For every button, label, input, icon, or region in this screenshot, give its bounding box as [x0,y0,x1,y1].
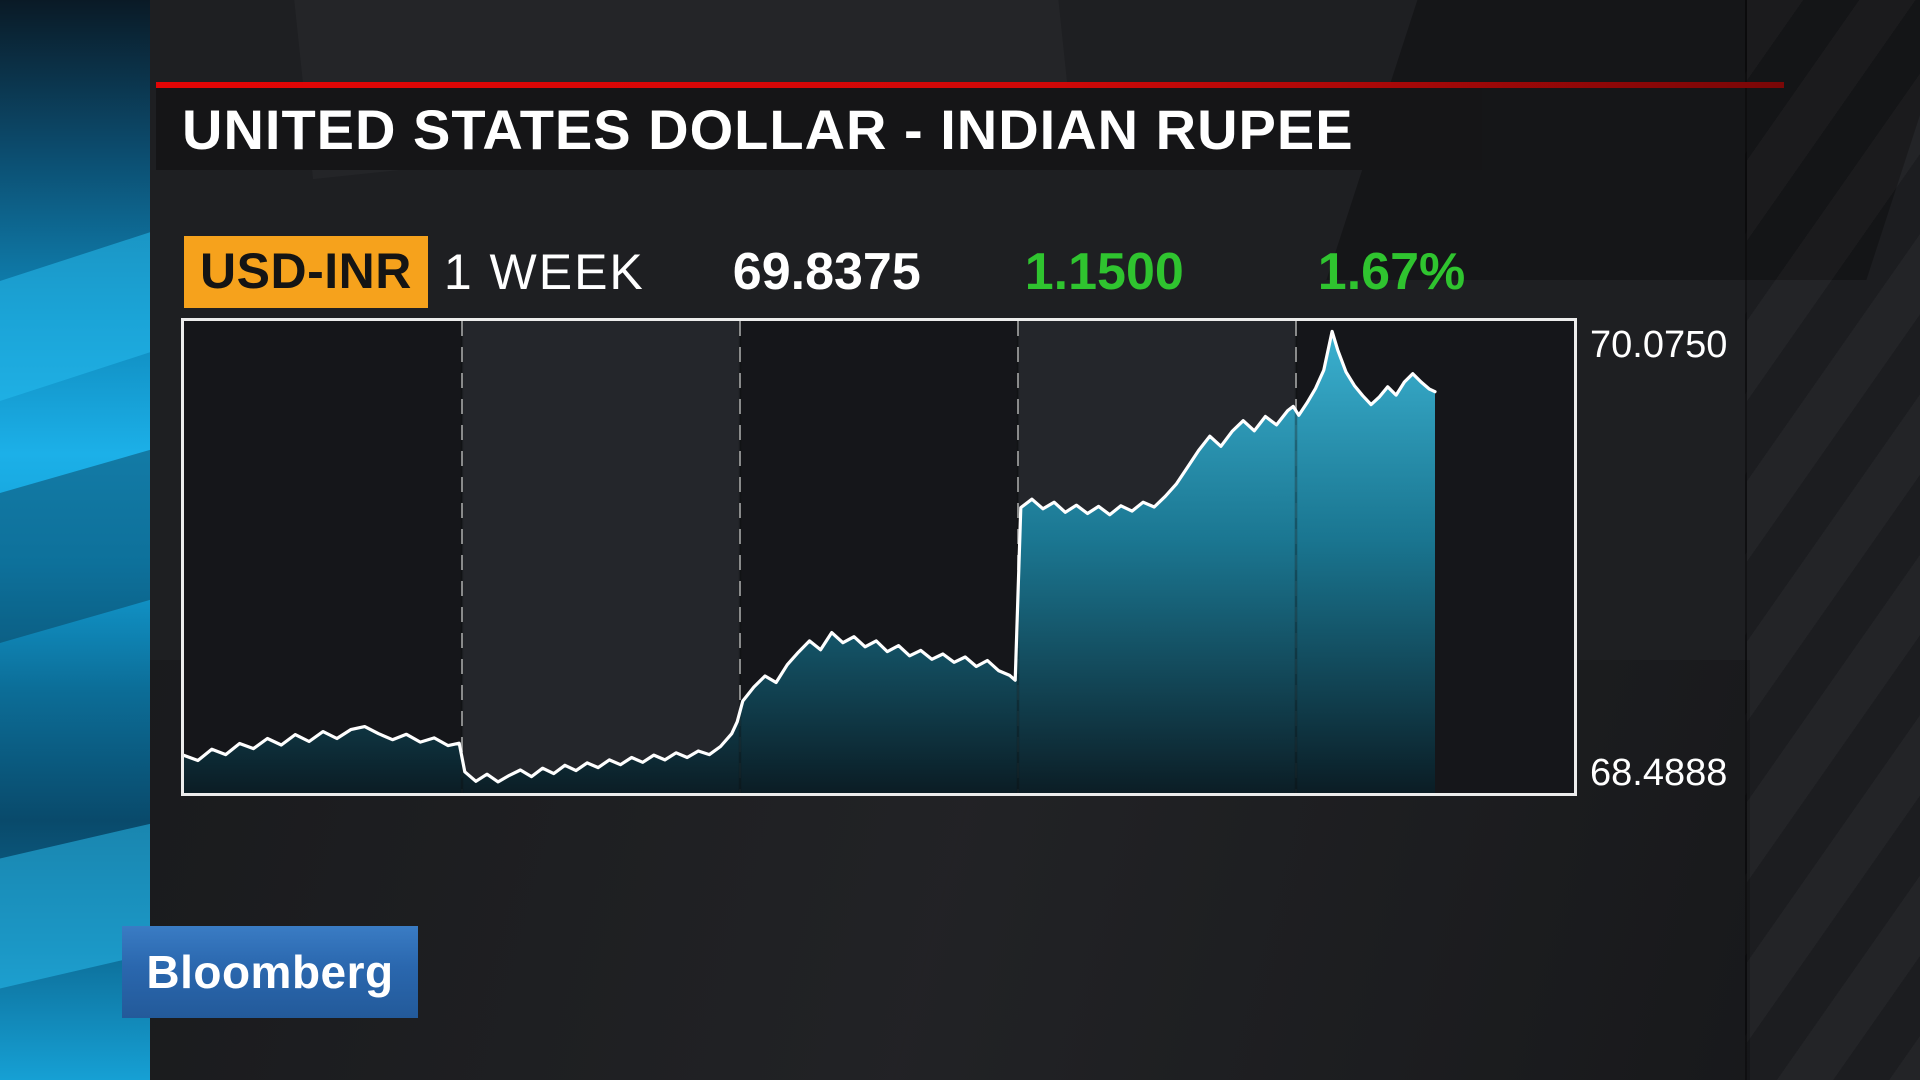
ticker-symbol-badge: USD-INR [184,236,428,308]
bloomberg-logo-text: Bloomberg [146,946,394,998]
left-accent-strip [0,0,150,1080]
net-change-value: 1.1500 [1024,243,1184,301]
background-right-column [1745,0,1920,1080]
ticker-row: USD-INR 1 WEEK 69.8375 1.1500 1.67% [184,234,1465,310]
chart-svg [184,321,1574,793]
red-accent-bar [156,82,1784,88]
percent-change-value: 1.67% [1317,243,1466,301]
strip-shadow-shape [0,434,150,656]
last-price-value: 69.8375 [732,243,921,301]
axis-label-low: 68.4888 [1590,752,1728,794]
price-chart [181,318,1577,796]
page-title: UNITED STATES DOLLAR - INDIAN RUPEE [182,97,1354,161]
strip-highlight-shape [0,214,150,416]
axis-label-high: 70.0750 [1590,324,1728,366]
bloomberg-logo: Bloomberg [122,926,418,1018]
ticker-period-label: 1 WEEK [443,244,645,300]
headline-banner: UNITED STATES DOLLAR - INDIAN RUPEE [156,88,1482,170]
